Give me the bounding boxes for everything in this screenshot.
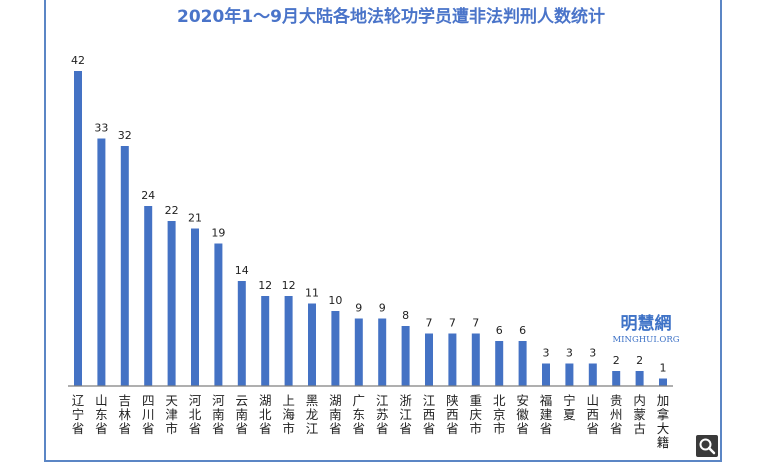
bar-19 <box>518 341 527 386</box>
category-label-22: 山西省 <box>587 393 600 436</box>
category-label-24: 内蒙古 <box>633 393 646 436</box>
bars-layer <box>74 71 667 386</box>
value-label-1: 33 <box>94 122 108 135</box>
value-label-23: 2 <box>613 354 620 367</box>
bar-18 <box>495 341 504 386</box>
chart-title: 2020年1～9月大陆各地法轮功学员遭非法判刑人数统计 <box>177 6 605 27</box>
bar-20 <box>542 363 550 386</box>
bar-4 <box>167 221 176 386</box>
value-label-5: 21 <box>188 212 202 225</box>
bar-12 <box>354 318 363 386</box>
bar-2 <box>120 146 129 386</box>
value-label-6: 19 <box>211 227 225 240</box>
bar-10 <box>308 303 316 386</box>
bar-25 <box>659 378 667 386</box>
bar-16 <box>448 333 457 386</box>
value-label-3: 24 <box>141 189 155 202</box>
bar-13 <box>378 318 387 386</box>
bar-21 <box>565 363 574 386</box>
watermark-name-en: MINGHUI.ORG <box>612 335 679 345</box>
category-label-14: 浙江省 <box>399 393 412 436</box>
value-label-14: 8 <box>402 309 409 322</box>
category-label-7: 云南省 <box>236 393 249 436</box>
category-labels-layer: 辽宁省山东省吉林省四川省天津市河北省河南省云南省湖北省上海市黑龙江湖南省广东省江… <box>72 393 670 450</box>
value-label-0: 42 <box>71 54 85 67</box>
bar-22 <box>588 363 597 386</box>
value-label-25: 1 <box>660 362 667 375</box>
zoom-button[interactable] <box>696 435 718 457</box>
category-label-15: 江西省 <box>423 393 436 436</box>
value-label-11: 10 <box>328 294 342 307</box>
category-label-20: 福建省 <box>540 393 553 436</box>
value-label-13: 9 <box>379 302 386 315</box>
bar-7 <box>237 281 246 386</box>
bar-1 <box>97 138 106 386</box>
bar-24 <box>635 371 644 386</box>
frame-border <box>44 0 722 462</box>
value-label-19: 6 <box>519 324 526 337</box>
value-label-21: 3 <box>566 347 573 360</box>
category-label-0: 辽宁省 <box>72 393 85 436</box>
value-label-9: 12 <box>282 279 296 292</box>
category-label-17: 重庆市 <box>470 393 483 436</box>
value-label-4: 22 <box>165 204 179 217</box>
bar-11 <box>331 311 340 386</box>
bar-23 <box>612 371 621 386</box>
category-label-13: 江苏省 <box>376 393 389 436</box>
bar-17 <box>471 333 480 386</box>
value-label-10: 11 <box>305 287 319 300</box>
minghui-watermark: 明慧網 MINGHUI.ORG <box>612 313 679 345</box>
magnifier-icon <box>699 438 716 455</box>
category-label-19: 安徽省 <box>516 393 529 436</box>
bar-14 <box>401 326 410 386</box>
value-label-18: 6 <box>496 324 503 337</box>
bar-8 <box>261 296 270 386</box>
category-label-25: 加拿大籍 <box>657 393 670 450</box>
value-label-16: 7 <box>449 317 456 330</box>
value-label-7: 14 <box>235 264 249 277</box>
category-label-2: 吉林省 <box>119 393 132 436</box>
bar-15 <box>425 333 433 386</box>
bar-6 <box>214 243 223 386</box>
value-label-24: 2 <box>636 354 643 367</box>
value-label-12: 9 <box>355 302 362 315</box>
bar-0 <box>74 71 82 386</box>
value-label-17: 7 <box>472 317 479 330</box>
category-label-5: 河北省 <box>189 393 202 436</box>
category-label-3: 四川省 <box>142 393 155 436</box>
category-label-21: 宁夏 <box>563 393 576 422</box>
category-label-9: 上海市 <box>282 393 295 436</box>
value-label-20: 3 <box>543 347 550 360</box>
category-label-10: 黑龙江 <box>306 393 319 436</box>
watermark-name-cn: 明慧網 <box>621 313 672 334</box>
value-label-2: 32 <box>118 129 132 142</box>
bar-9 <box>284 296 293 386</box>
category-label-23: 贵州省 <box>610 393 623 436</box>
category-label-6: 河南省 <box>212 393 225 436</box>
category-label-12: 广东省 <box>353 393 366 436</box>
bar-3 <box>144 206 153 386</box>
category-label-4: 天津市 <box>165 393 178 436</box>
value-label-8: 12 <box>258 279 272 292</box>
value-label-15: 7 <box>426 317 433 330</box>
category-label-16: 陕西省 <box>446 393 459 436</box>
category-label-8: 湖北省 <box>259 393 272 436</box>
category-label-1: 山东省 <box>95 393 108 436</box>
category-label-18: 北京市 <box>493 393 506 436</box>
category-label-11: 湖南省 <box>329 393 342 436</box>
value-label-22: 3 <box>589 347 596 360</box>
bar-5 <box>191 228 199 386</box>
